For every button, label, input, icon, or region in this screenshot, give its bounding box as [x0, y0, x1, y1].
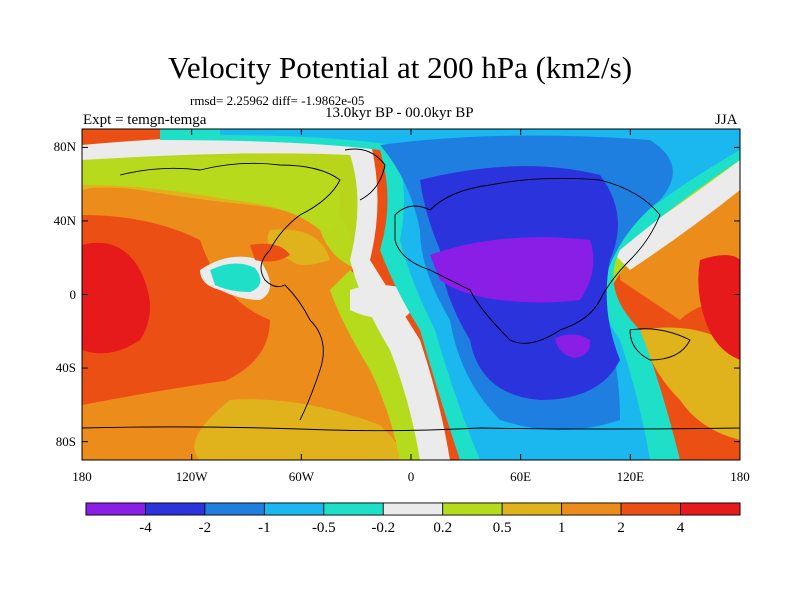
- x-tick-label: 120E: [616, 469, 645, 484]
- x-tick-label: 60E: [510, 469, 532, 484]
- period-label: 13.0kyr BP - 00.0kyr BP: [325, 105, 474, 121]
- coast-greenland: [344, 148, 386, 201]
- field-red-pacific: [82, 242, 150, 354]
- colorbar-label: -0.5: [311, 520, 336, 536]
- field-grey-band: [82, 136, 450, 460]
- x-tick-label: 180: [72, 469, 92, 484]
- field-purple-core: [430, 237, 594, 303]
- x-tick-label: 0: [407, 469, 415, 484]
- stats-label: rmsd= 2.25962 diff= -1.9862e-05: [190, 93, 365, 108]
- y-tick-label: 80N: [53, 139, 76, 155]
- colorbar-swatch: [204, 502, 265, 516]
- coast-australia: [629, 328, 691, 361]
- axis-ticks: [81, 129, 741, 460]
- colorbar-label: -2: [198, 520, 212, 536]
- colorbar-swatch: [561, 502, 622, 516]
- colorbar-label: 2: [617, 520, 625, 536]
- y-tick-label: 40N: [53, 212, 76, 228]
- coast-antarctica: [82, 426, 740, 432]
- field-teal-caribbean: [210, 263, 261, 292]
- y-tick-label: 80S: [55, 433, 76, 449]
- colorbar-swatch: [442, 502, 503, 516]
- field-purple-south: [555, 334, 591, 358]
- colorbar-swatch: [501, 502, 563, 516]
- coastlines: [82, 148, 740, 432]
- x-tick-label: 120W: [175, 469, 208, 484]
- field-gold-south: [194, 399, 410, 460]
- colorbar-swatch: [323, 502, 384, 516]
- season-label: JJA: [715, 112, 738, 128]
- experiment-label: Expt = temgn-temga: [83, 112, 207, 128]
- y-tick-label: 40S: [55, 360, 76, 376]
- colorbar-swatch: [145, 502, 206, 516]
- colorbar-label: 4: [676, 520, 685, 536]
- field-grey-atlantic: [350, 285, 414, 320]
- colorbar-swatch: [620, 502, 681, 516]
- colorbar-label: 1: [557, 520, 566, 536]
- colorbar: [85, 502, 741, 516]
- coast-americas: [119, 162, 341, 421]
- colorbar-swatch: [263, 502, 325, 516]
- colorbar-label: -4: [139, 520, 152, 536]
- colorbar-swatch: [680, 502, 741, 516]
- colorbar-label: -0.2: [371, 520, 396, 536]
- colorbar-label: 0.5: [492, 520, 512, 536]
- coast-eurasia-africa: [394, 177, 661, 344]
- field-green-north: [82, 145, 370, 270]
- x-tick-label: 60W: [288, 469, 314, 484]
- page-title: Velocity Potential at 200 hPa (km2/s): [167, 50, 633, 85]
- x-tick-label: 180: [730, 469, 750, 484]
- colorbar-swatch: [382, 502, 444, 516]
- field-grey-east: [610, 160, 740, 270]
- colorbar-swatch: [85, 502, 146, 516]
- field-gold-southeast: [640, 327, 740, 440]
- field-red-mexico: [250, 243, 290, 262]
- colorbar-label: 0.2: [433, 520, 453, 536]
- y-tick-label: 0: [69, 286, 77, 302]
- contour-field: [82, 129, 740, 460]
- colorbar-label: -1: [258, 520, 271, 536]
- field-red-westpacific: [698, 255, 740, 360]
